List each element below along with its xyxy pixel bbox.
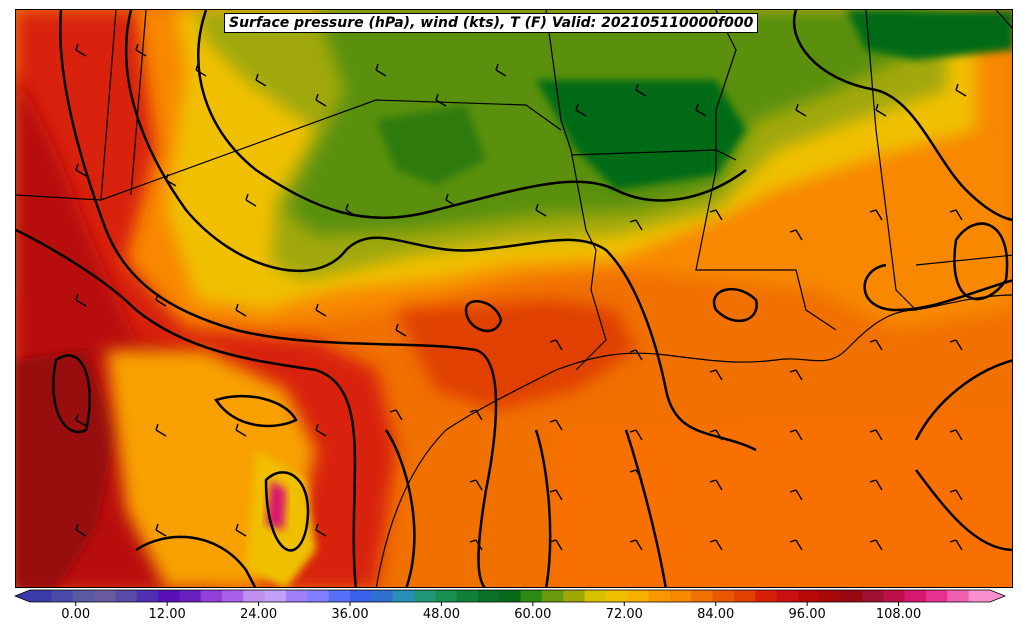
colorbar-segment: [179, 590, 202, 602]
colorbar-tick-label: 48.00: [422, 607, 461, 622]
colorbar-segment: [499, 590, 522, 602]
colorbar-segment: [328, 590, 351, 602]
map-title: Surface pressure (hPa), wind (kts), T (F…: [224, 13, 759, 33]
colorbar-segment: [264, 590, 287, 602]
colorbar-segment: [136, 590, 159, 602]
colorbar-segment: [51, 590, 74, 602]
colorbar-segment: [648, 590, 671, 602]
colorbar-segment: [350, 590, 372, 602]
colorbar-tick-label: 60.00: [514, 607, 552, 622]
colorbar-tick-label: 36.00: [331, 607, 369, 622]
temperature-map: [16, 10, 1012, 587]
colorbar-extend-low: [15, 590, 30, 602]
colorbar-tick-label: 24.00: [239, 607, 278, 622]
colorbar-segment: [926, 590, 948, 602]
colorbar-segment: [371, 590, 394, 602]
colorbar-segment: [478, 590, 500, 602]
colorbar-tick-label: 0.00: [61, 607, 91, 622]
colorbar-segment: [222, 590, 244, 602]
colorbar-segment: [243, 590, 266, 602]
colorbar-tick-label: 108.00: [875, 607, 922, 622]
colorbar-segment: [819, 590, 842, 602]
colorbar-segment: [627, 590, 650, 602]
colorbar-segment: [670, 590, 692, 602]
colorbar-segment: [584, 590, 607, 602]
colorbar-segment: [115, 590, 138, 602]
colorbar-segment: [606, 590, 628, 602]
colorbar-segment: [734, 590, 756, 602]
colorbar-segment: [414, 590, 436, 602]
colorbar-outline: [13, 589, 1007, 603]
colorbar-segment: [904, 590, 927, 602]
colorbar-segment: [862, 590, 884, 602]
colorbar-segment: [755, 590, 778, 602]
colorbar-tick-label: 72.00: [605, 607, 643, 622]
state-borders: [16, 10, 1012, 371]
colorbar-segment: [94, 590, 116, 602]
colorbar-segment: [30, 590, 52, 602]
colorbar-segment: [456, 590, 479, 602]
colorbar-segment: [72, 590, 95, 602]
colorbar: [13, 589, 1007, 606]
colorbar-segment: [947, 590, 970, 602]
colorbar-segment: [158, 590, 180, 602]
colorbar-segment: [286, 590, 308, 602]
colorbar-tick-label: 84.00: [697, 607, 735, 622]
colorbar-extend-high: [990, 590, 1005, 602]
map-panel: [15, 9, 1013, 588]
colorbar-segment: [542, 590, 564, 602]
colorbar-tick-label: 12.00: [148, 607, 186, 622]
colorbar-segment: [563, 590, 586, 602]
wind-barbs: [75, 43, 967, 551]
colorbar-segment: [691, 590, 714, 602]
colorbar-segment: [968, 590, 991, 602]
colorbar-segment: [435, 590, 458, 602]
colorbar-segment: [798, 590, 820, 602]
coastline: [375, 294, 1012, 587]
colorbar-segment: [840, 590, 863, 602]
temperature-fill: [16, 10, 1012, 587]
colorbar-segment: [200, 590, 223, 602]
pressure-contours: [16, 10, 1012, 587]
colorbar-segment: [392, 590, 415, 602]
colorbar-segment: [883, 590, 906, 602]
colorbar-segment: [307, 590, 330, 602]
colorbar-segment: [776, 590, 799, 602]
colorbar-segment: [712, 590, 735, 602]
colorbar-tick-label: 96.00: [788, 607, 826, 622]
colorbar-segment: [520, 590, 543, 602]
